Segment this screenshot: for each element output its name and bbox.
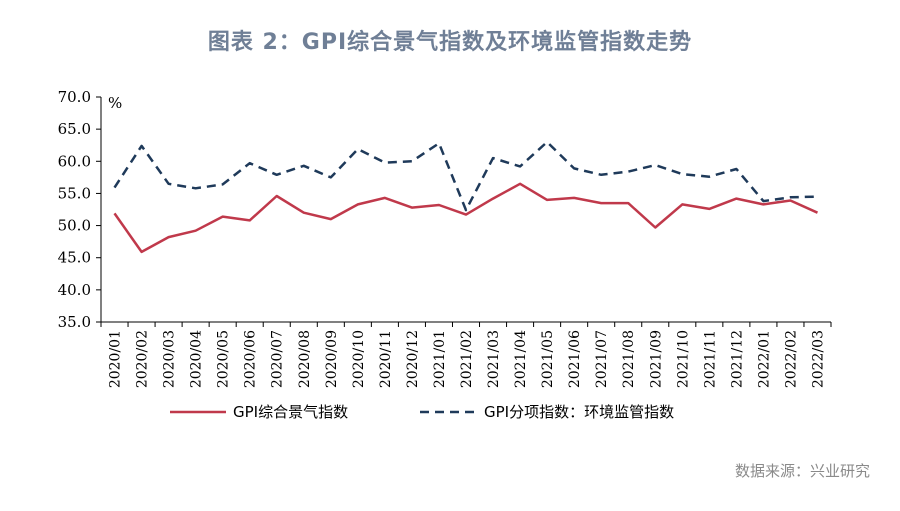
- x-tick-label: 2020/10: [351, 330, 367, 388]
- series-line-environmental-regulation: [113, 140, 818, 212]
- x-tick-label: 2020/03: [162, 330, 178, 388]
- series-line-gpi-composite: [113, 182, 819, 254]
- data-source: 数据来源：兴业研究: [734, 462, 870, 480]
- x-tick-label: 2021/07: [594, 330, 610, 388]
- x-tick-label: 2020/09: [324, 330, 340, 388]
- x-tick-label: 2021/08: [621, 330, 637, 388]
- series-lines: [113, 140, 819, 254]
- x-tick-label: 2020/11: [378, 330, 394, 388]
- x-tick-label: 2021/11: [702, 330, 718, 388]
- x-tick-label: 2021/04: [513, 330, 529, 388]
- x-tick-label: 2020/04: [189, 330, 205, 388]
- x-tick-label: 2021/06: [567, 330, 583, 388]
- x-tick-label: 2020/08: [297, 330, 313, 388]
- x-tick-label: 2021/09: [648, 330, 664, 388]
- x-tick-label: 2020/12: [405, 330, 421, 388]
- x-tick-label: 2022/03: [810, 330, 826, 388]
- legend: GPI综合景气指数 GPI分项指数：环境监管指数: [170, 403, 674, 421]
- x-tick-label: 2022/01: [756, 330, 772, 388]
- y-tick-label: 35.0: [58, 313, 91, 331]
- x-tick-label: 2021/12: [729, 330, 745, 388]
- y-tick-label: 70.0: [58, 88, 91, 106]
- x-tick-label: 2020/01: [108, 330, 124, 388]
- legend-label-environmental-regulation: GPI分项指数：环境监管指数: [484, 403, 674, 421]
- axes: [96, 96, 832, 327]
- x-tick-label: 2021/05: [540, 330, 556, 388]
- legend-label-gpi-composite: GPI综合景气指数: [233, 403, 348, 421]
- x-tick-labels: 2020/01 2020/02 2020/03 2020/04 2020/05 2020/…: [108, 330, 827, 388]
- chart-title: 图表 2：GPI综合景气指数及环境监管指数走势: [207, 30, 693, 55]
- y-tick-label: 45.0: [58, 249, 91, 267]
- x-tick-label: 2021/03: [486, 330, 502, 388]
- y-tick-labels: 35.0 40.0 45.0 50.0 55.0 60.0 65.0 70.0: [58, 88, 91, 331]
- y-tick-label: 60.0: [58, 152, 91, 170]
- x-tick-label: 2021/10: [675, 330, 691, 388]
- x-tick-label: 2020/07: [270, 330, 286, 388]
- y-tick-label: 55.0: [58, 184, 91, 202]
- y-tick-label: 65.0: [58, 120, 91, 138]
- x-tick-label: 2020/05: [216, 330, 232, 388]
- x-tick-label: 2021/02: [459, 330, 475, 388]
- x-tick-label: 2021/01: [432, 330, 448, 388]
- x-tick-label: 2020/02: [135, 330, 151, 388]
- x-tick-label: 2022/02: [783, 330, 799, 388]
- y-unit-label: %: [108, 94, 122, 112]
- y-tick-label: 40.0: [58, 281, 91, 299]
- x-tick-label: 2020/06: [243, 330, 259, 388]
- y-tick-label: 50.0: [58, 217, 91, 235]
